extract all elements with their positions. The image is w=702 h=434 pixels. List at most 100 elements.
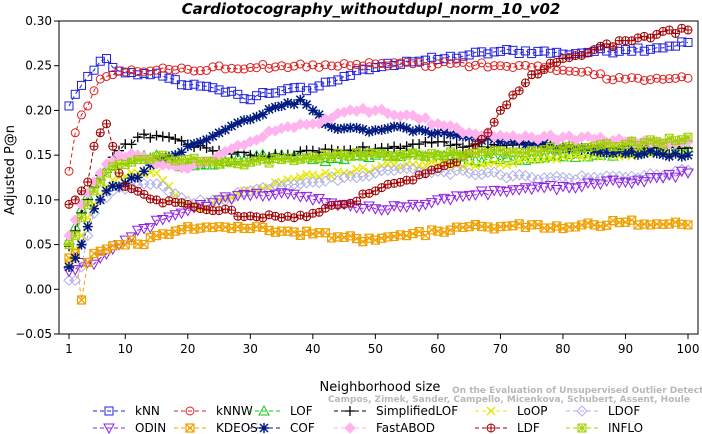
data-point-cof [657,149,668,160]
data-point-ldf [320,203,330,213]
data-point-knn [289,83,299,93]
legend-item-fastabod: FastABOD [334,421,435,434]
data-point-inflo [502,148,512,158]
data-point-knnw [577,67,587,77]
data-point-knn [383,58,393,68]
y-tick-label: 0.30 [25,14,52,28]
data-point-knn [477,47,487,57]
data-point-kdeos [83,257,93,268]
data-point-inflo [295,154,305,164]
data-point-odin [382,205,394,216]
data-point-knnw [339,59,349,69]
data-point-ldf [408,175,418,185]
data-point-inflo [495,146,505,156]
data-point-ldf [514,86,524,96]
legend-marker-lof [258,404,270,416]
data-point-odin [594,179,607,190]
data-point-inflo [220,157,230,167]
data-point-knn [464,50,474,60]
data-point-loop [552,154,562,164]
data-point-ldof [313,176,325,189]
data-point-knnw [270,62,280,72]
data-point-inflo [339,150,349,160]
data-point-knnw [64,166,74,176]
data-point-knn [95,56,105,66]
data-point-knn [83,71,93,81]
data-point-cof [70,252,81,263]
data-point-knnw [677,72,687,82]
data-point-knn [127,67,137,77]
data-point-cof [264,104,275,115]
data-point-odin [563,183,576,194]
x-tick-label: 10 [118,342,133,356]
data-point-knn [439,54,449,64]
data-point-ldof [375,164,388,177]
data-point-ldof [494,169,507,181]
data-point-cof [245,114,256,125]
data-point-inflo [158,150,168,160]
data-point-odin [400,202,413,214]
data-point-odin [150,215,163,227]
data-point-ldof [525,171,538,184]
data-point-inflo [108,162,118,172]
data-point-ldof [350,171,363,184]
data-point-knnw [170,65,180,75]
data-point-knn [458,51,468,61]
data-point-inflo [183,155,193,165]
data-point-knnw [89,86,99,96]
data-point-knn [270,88,280,98]
data-point-ldf [520,78,530,88]
data-point-knn [214,85,224,95]
data-point-inflo [77,213,87,223]
x-tick-label: 1 [65,342,73,356]
data-point-ldf [495,105,505,115]
data-point-cof [364,126,375,137]
data-point-knnw [652,73,662,83]
data-point-odin [450,191,463,202]
data-point-knnw [308,60,318,70]
legend-marker-kdeos [185,423,195,433]
data-point-odin [294,192,307,203]
data-point-knn [489,47,499,57]
data-point-lof [532,152,544,164]
data-point-knnw [227,63,237,73]
data-point-knnw [402,57,412,67]
data-point-inflo [645,135,655,145]
data-point-knn [502,45,512,55]
series-line-knnw [68,61,689,172]
x-tick-label: 60 [430,342,445,356]
data-point-knnw [464,62,474,72]
data-point-odin [550,184,563,196]
data-point-odin [163,212,175,224]
data-point-inflo [83,199,93,209]
data-point-cof [639,148,650,159]
data-point-inflo [420,151,430,161]
data-point-odin [213,195,225,206]
data-point-knnw [477,58,487,68]
data-point-inflo [333,148,343,158]
data-point-cof [301,99,312,110]
data-point-ldof [144,178,156,191]
data-point-ldof [469,168,482,181]
data-point-knn [620,45,630,55]
data-point-fastabod [325,112,338,124]
data-point-knnw [564,66,574,76]
data-point-knn [652,43,662,53]
data-point-inflo [577,143,587,153]
data-point-cof [251,111,262,122]
data-point-ldf [539,65,549,75]
data-point-odin [238,190,250,201]
data-point-odin [513,185,526,196]
data-point-knnw [120,67,130,77]
legend-marker-fastabod [344,422,356,434]
data-point-knn [308,83,318,93]
data-point-cof [632,149,643,160]
data-point-ldf [314,207,324,217]
data-point-knnw [345,61,355,71]
data-point-cof [664,151,675,162]
data-point-ldof [544,171,557,184]
data-point-ldof [363,170,375,182]
data-point-knnw [627,73,637,83]
data-point-knnw [158,63,168,73]
data-point-ldof [275,180,288,193]
